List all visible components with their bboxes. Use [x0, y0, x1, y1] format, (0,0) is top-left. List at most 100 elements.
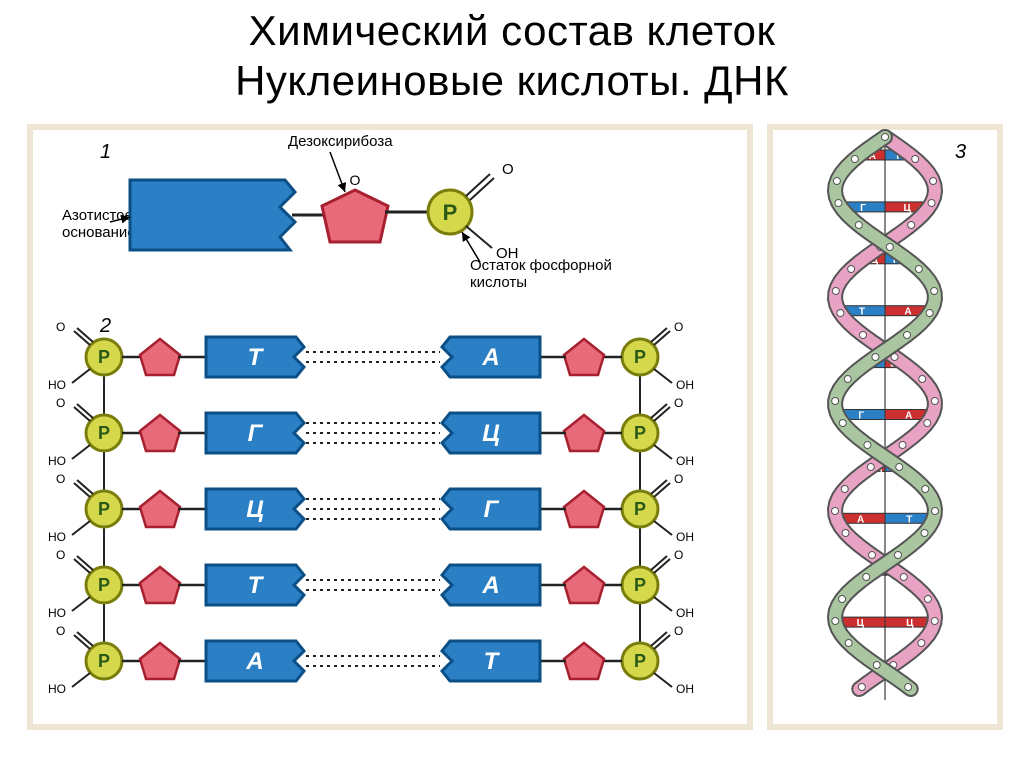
sugar-icon — [140, 491, 180, 527]
helix-bead-icon — [931, 507, 938, 514]
svg-text:O: O — [674, 472, 683, 486]
svg-text:HO: HO — [48, 378, 66, 392]
base-letter: Ц — [246, 496, 264, 523]
sugar-icon — [564, 339, 604, 375]
helix-bead-icon — [915, 265, 922, 272]
helix-bead-icon — [832, 397, 839, 404]
base-letter: А — [481, 572, 499, 599]
base-letter: А — [245, 648, 263, 675]
phosphate-p: P — [634, 575, 646, 595]
svg-text:O: O — [56, 320, 65, 334]
helix-bead-icon — [912, 155, 919, 162]
helix-bead-icon — [873, 661, 880, 668]
phosphate-p: P — [634, 423, 646, 443]
helix-bead-icon — [899, 441, 906, 448]
helix-bead-icon — [863, 573, 870, 580]
helix-bead-icon — [839, 595, 846, 602]
helix-letter-r: Т — [906, 514, 912, 525]
helix-bead-icon — [845, 639, 852, 646]
phosphate-p: P — [98, 575, 110, 595]
base-letter: Г — [248, 420, 264, 447]
helix-bead-icon — [882, 133, 889, 140]
helix-bead-icon — [860, 331, 867, 338]
helix-letter-r: А — [905, 410, 912, 421]
svg-text:O: O — [674, 624, 683, 638]
svg-text:O: O — [674, 396, 683, 410]
base-letter: Т — [484, 648, 501, 675]
phosphate-p: P — [98, 347, 110, 367]
helix-letter-r: Ц — [903, 203, 911, 214]
sugar-icon — [140, 643, 180, 679]
svg-text:O: O — [674, 320, 683, 334]
phosphate-p: P — [634, 651, 646, 671]
panel-3-svg: АТГЦЦГТАГЦГАЦГАТТАЦЦАТ — [770, 107, 1000, 707]
svg-text:OH: OH — [676, 378, 694, 392]
svg-text:OH: OH — [676, 606, 694, 620]
helix-bead-icon — [855, 221, 862, 228]
helix-bead-icon — [908, 221, 915, 228]
sugar-icon — [140, 415, 180, 451]
helix-bead-icon — [832, 287, 839, 294]
helix-bead-icon — [851, 155, 858, 162]
helix-bead-icon — [872, 353, 879, 360]
sugar-icon — [140, 567, 180, 603]
helix-bead-icon — [924, 419, 931, 426]
title-line-2: Нуклеиновые кислоты. ДНК — [235, 57, 789, 104]
sugar-icon — [564, 567, 604, 603]
helix-letter-l: Г — [860, 203, 866, 214]
helix-bead-icon — [839, 419, 846, 426]
helix-bead-icon — [848, 265, 855, 272]
helix-letter-r: Ц — [906, 618, 914, 629]
svg-text:O: O — [674, 548, 683, 562]
svg-text:HO: HO — [48, 454, 66, 468]
sugar-icon — [564, 415, 604, 451]
helix-bead-icon — [900, 573, 907, 580]
helix-bead-icon — [841, 485, 848, 492]
base-letter: Т — [248, 572, 265, 599]
base-letter: А — [481, 344, 499, 371]
base-letter: Г — [484, 496, 500, 523]
helix-bead-icon — [896, 463, 903, 470]
base-letter: Т — [248, 344, 265, 371]
helix-bead-icon — [903, 331, 910, 338]
helix-bead-icon — [832, 617, 839, 624]
helix-letter-l: Ц — [857, 618, 865, 629]
sugar-icon — [564, 643, 604, 679]
svg-text:OH: OH — [676, 682, 694, 696]
title-line-1: Химический состав клеток — [249, 7, 776, 54]
figure-area: 1 2 3 Азотистоеоснование Дезоксирибоза О… — [0, 107, 1024, 747]
helix-bead-icon — [844, 375, 851, 382]
helix-bead-icon — [931, 397, 938, 404]
helix-bead-icon — [833, 177, 840, 184]
helix-bead-icon — [928, 199, 935, 206]
helix-bead-icon — [931, 287, 938, 294]
helix-letter-l: А — [857, 514, 864, 525]
phosphate-p: P — [634, 499, 646, 519]
helix-bead-icon — [918, 639, 925, 646]
phosphate-p: P — [98, 651, 110, 671]
svg-text:OH: OH — [676, 530, 694, 544]
sugar-icon — [140, 339, 180, 375]
helix-bead-icon — [842, 529, 849, 536]
helix-bead-icon — [924, 595, 931, 602]
phosphate-p: P — [634, 347, 646, 367]
phosphate-p: P — [98, 499, 110, 519]
helix-bead-icon — [931, 617, 938, 624]
helix-bead-icon — [886, 243, 893, 250]
svg-text:O: O — [56, 472, 65, 486]
sugar-icon — [564, 491, 604, 527]
helix-bead-icon — [919, 375, 926, 382]
helix-bead-icon — [832, 507, 839, 514]
phosphate-p: P — [98, 423, 110, 443]
svg-text:O: O — [56, 548, 65, 562]
helix-bead-icon — [905, 683, 912, 690]
svg-text:HO: HO — [48, 530, 66, 544]
helix-letter-l: Г — [858, 410, 864, 421]
helix-bead-icon — [864, 441, 871, 448]
helix-letter-r: А — [904, 306, 911, 317]
helix-bead-icon — [922, 485, 929, 492]
helix-bead-icon — [837, 309, 844, 316]
helix-bead-icon — [930, 177, 937, 184]
svg-text:O: O — [56, 396, 65, 410]
helix-bead-icon — [926, 309, 933, 316]
